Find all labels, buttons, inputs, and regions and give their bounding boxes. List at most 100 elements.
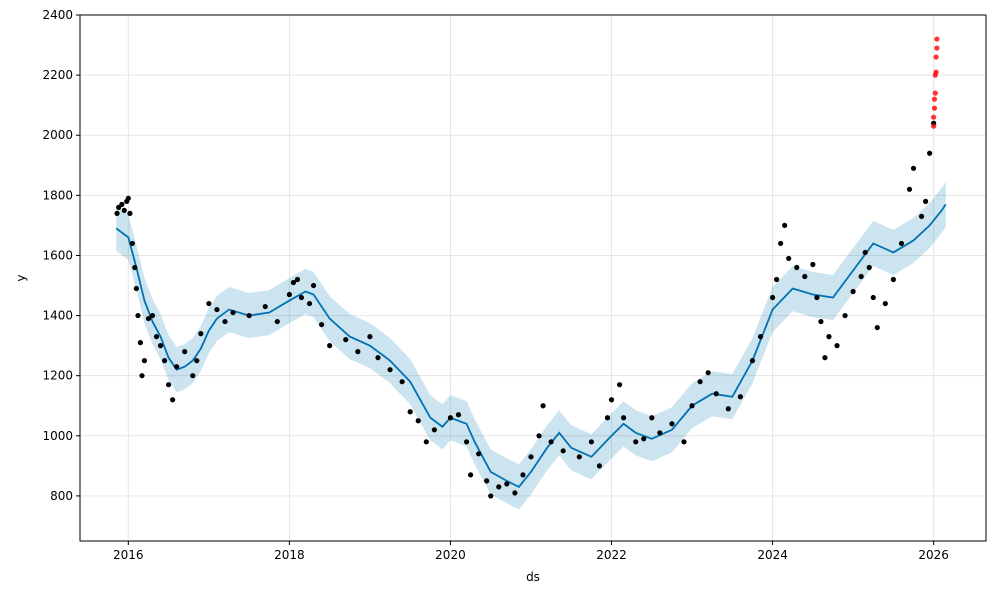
outlier-point <box>934 36 940 42</box>
observed-point <box>814 294 820 301</box>
outlier-point <box>933 69 939 75</box>
observed-point <box>431 427 437 433</box>
observed-point <box>310 282 317 289</box>
y-tick-label: 1400 <box>42 309 73 323</box>
observed-point <box>621 415 627 421</box>
observed-point <box>135 312 141 319</box>
observed-point <box>133 285 139 292</box>
observed-point <box>616 382 623 388</box>
observed-point <box>649 415 655 421</box>
forecast-line <box>115 203 947 489</box>
observed-point <box>641 436 647 442</box>
observed-point <box>119 201 125 207</box>
observed-point <box>866 264 872 271</box>
observed-point <box>190 373 196 379</box>
outlier-point <box>931 96 938 102</box>
observed-point <box>560 448 566 454</box>
observed-point <box>129 240 135 247</box>
observed-point <box>850 288 856 295</box>
y-tick-label: 2000 <box>42 128 73 142</box>
observed-point <box>910 165 917 171</box>
outlier-point <box>931 114 937 120</box>
observed-point <box>504 481 510 487</box>
observed-point <box>447 415 454 421</box>
observed-point <box>512 490 518 496</box>
observed-point <box>484 478 490 484</box>
observed-point <box>862 249 868 256</box>
observed-point <box>918 213 925 219</box>
observed-point <box>286 291 292 298</box>
observed-point <box>463 439 470 445</box>
observed-point <box>230 309 236 316</box>
grid <box>80 14 986 541</box>
observed-point <box>842 312 848 319</box>
x-tick-label: 2018 <box>274 548 305 562</box>
observed-point <box>132 264 138 271</box>
observed-point <box>858 273 864 280</box>
y-tick-label: 1600 <box>42 248 73 262</box>
observed-point <box>319 321 325 328</box>
observed-point <box>174 364 180 370</box>
observed-point <box>596 463 603 469</box>
outlier-point <box>931 105 938 111</box>
observed-point <box>604 415 611 421</box>
observed-point <box>182 349 188 355</box>
observed-point <box>757 334 764 340</box>
observed-point <box>802 273 808 280</box>
plot-frame <box>79 14 987 542</box>
observed-point <box>375 355 381 361</box>
observed-point <box>165 382 172 388</box>
observed-point <box>713 391 719 397</box>
observed-point <box>153 334 160 340</box>
observed-point <box>689 403 695 409</box>
forecast-line-layer <box>115 203 947 489</box>
observed-point <box>327 343 333 349</box>
observed-point <box>294 276 301 283</box>
y-axis-label: y <box>14 274 28 281</box>
x-axis-ticks: 2016 2018 2020 2022 2024 2026 <box>113 541 949 562</box>
observed-point <box>415 418 421 424</box>
observed-point <box>170 397 176 403</box>
x-axis-label: ds <box>526 570 540 584</box>
observed-point <box>576 454 582 460</box>
observed-point <box>528 454 534 460</box>
observed-point <box>290 279 297 286</box>
observed-point <box>705 370 711 376</box>
observed-point <box>794 264 800 271</box>
observed-point <box>194 358 200 364</box>
observed-point <box>810 261 816 268</box>
observed-point <box>778 240 784 247</box>
observed-point <box>870 294 876 301</box>
observed-point <box>423 439 429 445</box>
uncertainty-band-layer <box>116 181 946 510</box>
y-tick-label: 1200 <box>42 369 73 383</box>
observed-point <box>786 255 792 262</box>
observed-point <box>222 318 228 325</box>
y-axis-ticks: 800 1000 1200 1400 1600 1800 2000 2200 2400 <box>42 8 80 503</box>
observed-point <box>455 412 462 418</box>
observed-point <box>198 331 204 337</box>
observed-point <box>834 343 840 349</box>
observed-point <box>826 334 832 340</box>
observed-point <box>262 303 268 310</box>
x-tick-label: 2026 <box>918 548 949 562</box>
y-tick-label: 1800 <box>42 188 73 202</box>
observed-point <box>657 430 663 436</box>
observed-point <box>822 355 828 361</box>
observed-point <box>246 312 252 319</box>
x-tick-label: 2016 <box>113 548 144 562</box>
observed-point <box>139 373 145 379</box>
observed-point <box>355 349 361 355</box>
outlier-point <box>933 54 939 60</box>
y-tick-label: 2200 <box>42 68 73 82</box>
outlier-point <box>932 90 938 96</box>
x-tick-label: 2024 <box>757 548 788 562</box>
observed-point <box>121 207 127 213</box>
x-tick-label: 2020 <box>435 548 466 562</box>
observed-point <box>214 306 220 313</box>
observed-point <box>407 409 413 415</box>
observed-point <box>467 472 474 478</box>
observed-point <box>588 439 594 445</box>
observed-point <box>633 439 639 445</box>
